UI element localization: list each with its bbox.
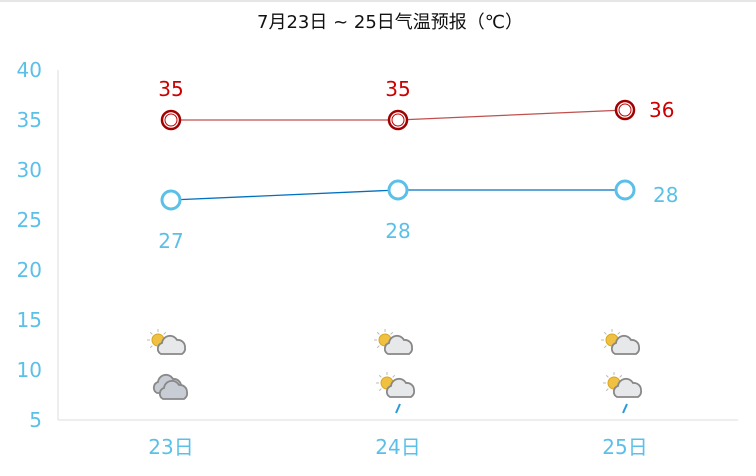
sun-ray	[376, 331, 380, 335]
cloud-shape	[383, 334, 413, 355]
data-point	[160, 189, 182, 211]
x-tick-label: 24日	[375, 435, 420, 459]
data-label: 35	[385, 77, 410, 101]
sun-ray	[376, 345, 380, 349]
cloud-shape	[610, 334, 640, 355]
data-point	[614, 179, 636, 201]
sun-ray	[603, 331, 607, 335]
data-label: 28	[653, 183, 678, 207]
point-inner	[618, 103, 632, 117]
point-outer	[387, 179, 409, 201]
partly-cloudy-icon	[147, 329, 186, 355]
partly-cloudy-rain-icon	[376, 372, 415, 414]
point-outer	[614, 179, 636, 201]
data-point	[387, 109, 409, 131]
sun-ray	[163, 331, 167, 335]
top-border	[0, 0, 756, 2]
cloudy-icon	[152, 373, 188, 400]
sun-ray	[392, 374, 396, 378]
data-label: 35	[158, 77, 183, 101]
sun-ray	[149, 331, 153, 335]
cloud-shape	[156, 334, 186, 355]
sun-ray	[617, 331, 621, 335]
y-tick-label: 10	[17, 358, 42, 382]
data-point	[614, 99, 636, 121]
chart-title: 7月23日 ~ 25日气温预报（℃）	[257, 12, 523, 33]
y-tick-label: 5	[29, 408, 42, 432]
y-tick-label: 20	[17, 258, 42, 282]
x-tick-label: 25日	[602, 435, 647, 459]
sun-ray	[605, 374, 609, 378]
cloud-shape	[385, 377, 415, 398]
y-tick-label: 40	[17, 58, 42, 82]
y-tick-label: 15	[17, 308, 42, 332]
y-tick-label: 35	[17, 108, 42, 132]
point-outer	[160, 189, 182, 211]
data-point	[387, 179, 409, 201]
sun-ray	[378, 388, 382, 392]
point-inner	[164, 113, 178, 127]
rain-drop	[622, 403, 628, 414]
y-tick-label: 30	[17, 158, 42, 182]
data-point	[160, 109, 182, 131]
cloud-shape	[612, 377, 642, 398]
cloud-shape	[158, 379, 188, 400]
partly-cloudy-icon	[374, 329, 413, 355]
rain-drop	[395, 403, 401, 414]
sun-ray	[390, 331, 394, 335]
sun-ray	[603, 345, 607, 349]
sun-ray	[149, 345, 153, 349]
data-label: 27	[158, 229, 183, 253]
data-label: 28	[385, 219, 410, 243]
data-label: 36	[649, 98, 674, 122]
sun-ray	[619, 374, 623, 378]
x-tick-label: 23日	[148, 435, 193, 459]
partly-cloudy-icon	[601, 329, 640, 355]
sun-ray	[378, 374, 382, 378]
y-tick-label: 25	[17, 208, 42, 232]
point-inner	[391, 113, 405, 127]
partly-cloudy-rain-icon	[603, 372, 642, 414]
sun-ray	[605, 388, 609, 392]
